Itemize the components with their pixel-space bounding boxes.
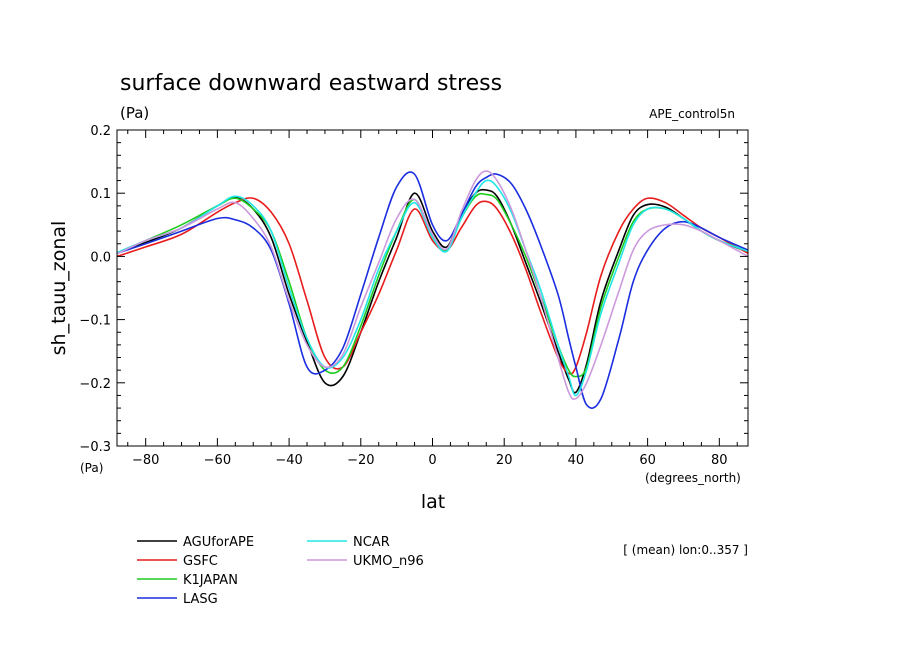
- axis-ticks: −80 −60 −40 −20 0 20 40 60 80 −0.3 −0.2 −0.1 0.0 0.1 0…: [79, 124, 748, 468]
- chart-title: surface downward eastward stress: [120, 71, 502, 96]
- x-tick-label: −20: [347, 453, 374, 468]
- y-tick-label: 0.2: [90, 124, 111, 139]
- legend-label-lasg: LASG: [183, 592, 218, 607]
- x-tick-label: 20: [496, 453, 513, 468]
- series-line-ukmo_n96: [116, 170, 749, 401]
- x-units-label: (degrees_north): [645, 471, 741, 485]
- series-line-k1japan: [116, 192, 749, 378]
- legend-label-ukmo_n96: UKMO_n96: [353, 554, 424, 569]
- legend-label-gsfc: GSFC: [183, 554, 218, 569]
- footnote: [ (mean) lon:0..357 ]: [623, 543, 748, 557]
- y-tick-label: −0.1: [79, 314, 111, 329]
- x-tick-label: 0: [428, 453, 436, 468]
- plot-lines: [116, 170, 749, 409]
- y-units-label: (Pa): [80, 461, 103, 475]
- experiment-label: APE_control5n: [649, 107, 735, 121]
- series-line-ncar: [116, 179, 749, 397]
- y-tick-label: 0.0: [90, 250, 111, 265]
- series-line-lasg: [116, 171, 749, 409]
- y-tick-label: 0.1: [90, 187, 111, 202]
- legend-label-ncar: NCAR: [353, 535, 390, 550]
- y-axis-label: sh_tauu_zonal: [48, 221, 70, 356]
- x-axis-label: lat: [421, 491, 445, 513]
- legend-label-aguforape: AGUforAPE: [183, 535, 254, 550]
- series-line-gsfc: [116, 197, 749, 375]
- x-tick-label: 40: [568, 453, 585, 468]
- legend: AGUforAPE GSFC K1JAPAN LASG NCAR UKMO_n96: [137, 535, 424, 607]
- x-tick-label: 80: [711, 453, 728, 468]
- x-tick-label: −60: [204, 453, 231, 468]
- x-tick-label: −40: [275, 453, 302, 468]
- x-tick-label: 60: [639, 453, 656, 468]
- plot-frame: [116, 129, 749, 447]
- y-tick-label: −0.3: [79, 440, 111, 455]
- legend-label-k1japan: K1JAPAN: [183, 573, 238, 588]
- y-tick-label: −0.2: [79, 377, 111, 392]
- units-label: (Pa): [120, 104, 149, 122]
- x-tick-label: −80: [132, 453, 159, 468]
